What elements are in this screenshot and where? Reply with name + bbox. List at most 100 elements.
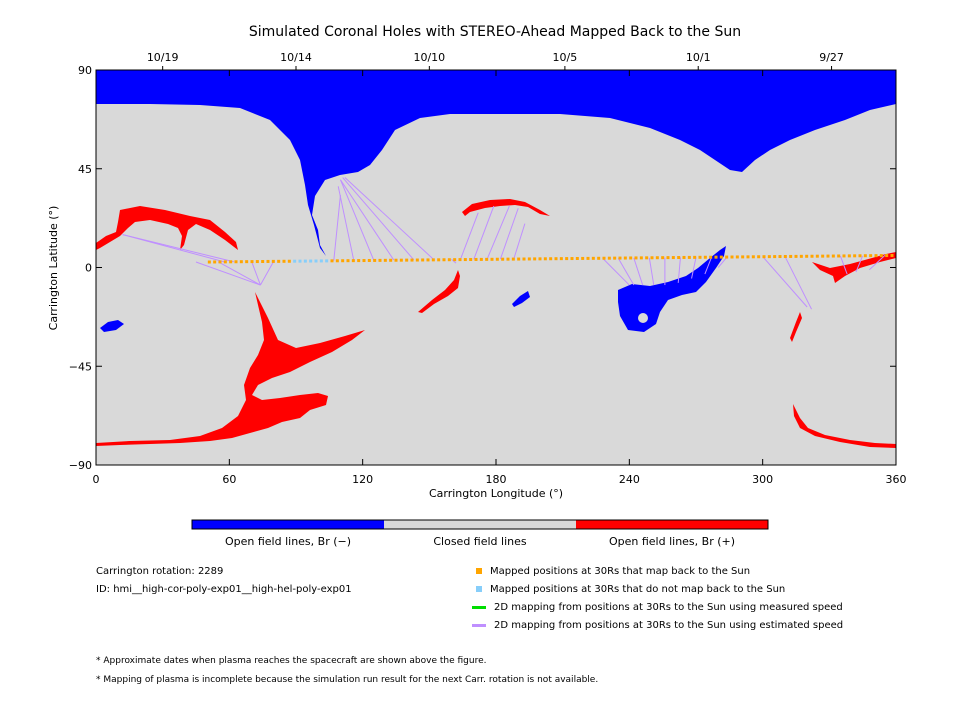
mapped-point <box>570 257 574 261</box>
mapped-point <box>341 259 345 263</box>
closed-island <box>638 313 648 323</box>
mapped-point <box>810 254 814 258</box>
mapped-point <box>255 260 259 264</box>
legend-measured-label: 2D mapping from positions at 30Rs to the… <box>494 602 843 613</box>
mapping-line <box>217 261 261 286</box>
mapped-point <box>730 255 734 259</box>
mapped-point <box>746 255 750 259</box>
mapping-line <box>344 177 435 260</box>
mapped-point <box>250 260 254 264</box>
positive-hole-southeast <box>793 404 896 448</box>
mapping-line <box>633 257 644 286</box>
mapped-point <box>618 256 622 260</box>
x-axis-label: Carrington Longitude (°) <box>429 487 563 500</box>
mapped-point <box>581 256 585 260</box>
mapping-line <box>473 205 495 260</box>
unmapped-swatch <box>476 586 482 592</box>
y-axis: 90 45 0 −45 −90 <box>69 64 896 472</box>
mapped-point <box>863 254 867 258</box>
date-label: 9/27 <box>819 51 844 64</box>
y-axis-label: Carrington Latitude (°) <box>47 206 60 331</box>
mapped-point <box>885 254 889 258</box>
date-axis: 10/19 10/14 10/10 10/5 10/1 9/27 <box>147 51 844 70</box>
mapped-point <box>805 254 809 258</box>
mapped-point <box>362 259 366 263</box>
mapped-point <box>815 254 819 258</box>
mapped-point <box>799 254 803 258</box>
mapping-line <box>839 255 848 275</box>
mapped-point <box>837 254 841 258</box>
colorbar-label-positive: Open field lines, Br (+) <box>609 535 735 548</box>
mapped-point <box>271 259 275 263</box>
mapped-point <box>469 258 473 262</box>
mapped-point <box>682 255 686 259</box>
mapped-point <box>687 255 691 259</box>
mapping-line <box>617 257 635 286</box>
mapped-point <box>511 257 515 261</box>
mapped-point <box>485 257 489 261</box>
mapped-point <box>474 257 478 261</box>
mapped-point <box>751 255 755 259</box>
mapped-point <box>490 257 494 261</box>
mapped-point <box>597 256 601 260</box>
date-label: 10/19 <box>147 51 179 64</box>
mapped-point <box>741 255 745 259</box>
equatorial-negative-hole <box>618 246 726 332</box>
mapped-point <box>287 259 291 263</box>
positive-hole-east-b <box>790 312 802 342</box>
legend-unmapped-label: Mapped positions at 30Rs that do not map… <box>490 584 786 595</box>
mapped-swatch <box>476 568 482 574</box>
mapped-point <box>405 258 409 262</box>
x-tick-label: 180 <box>486 473 507 486</box>
mapped-point <box>437 258 441 262</box>
chart-title: Simulated Coronal Holes with STEREO-Ahea… <box>249 24 741 40</box>
mapped-point <box>277 259 281 263</box>
mapped-point <box>213 260 217 264</box>
colorbar-closed <box>384 520 576 529</box>
mapped-point <box>789 254 793 258</box>
mapped-point <box>533 257 537 261</box>
mapped-point <box>495 257 499 261</box>
mapping-lines <box>122 177 886 310</box>
mapped-point <box>453 258 457 262</box>
legend-estimated-label: 2D mapping from positions at 30Rs to the… <box>494 620 844 631</box>
mapped-point <box>239 260 243 264</box>
x-axis: 0 60 120 180 240 300 360 <box>93 70 907 486</box>
mapped-point <box>463 258 467 262</box>
mapped-point <box>234 260 238 264</box>
colorbar-label-closed: Closed field lines <box>433 535 527 548</box>
legend-estimated: 2D mapping from positions at 30Rs to the… <box>472 620 844 631</box>
mapped-point <box>847 254 851 258</box>
mapped-point <box>831 254 835 258</box>
mapped-point <box>447 258 451 262</box>
mapped-point <box>757 255 761 259</box>
y-tick-label: 45 <box>78 163 92 176</box>
mapped-point <box>517 257 521 261</box>
unmapped-point <box>303 259 307 263</box>
positive-hole-north-center <box>462 199 550 216</box>
legend-measured: 2D mapping from positions at 30Rs to the… <box>472 602 843 613</box>
mapping-line <box>602 257 630 286</box>
mapped-point <box>677 256 681 260</box>
colorbar-positive <box>576 520 768 529</box>
mapping-line <box>333 195 341 261</box>
mapped-point <box>607 256 611 260</box>
mapped-point <box>794 254 798 258</box>
mapped-point <box>591 256 595 260</box>
mapped-point <box>703 255 707 259</box>
mapped-point <box>330 259 334 263</box>
mapped-point <box>773 255 777 259</box>
mapping-line <box>260 260 275 286</box>
mapped-point <box>245 260 249 264</box>
date-label: 10/10 <box>413 51 445 64</box>
mapping-line <box>784 256 813 310</box>
unmapped-point <box>314 259 318 263</box>
mapped-point <box>613 256 617 260</box>
negative-patch-left <box>100 320 124 332</box>
mapping-line <box>717 256 728 268</box>
mapped-point <box>426 258 430 262</box>
mapped-point <box>543 257 547 261</box>
unmapped-point <box>309 259 313 263</box>
mapped-point <box>335 259 339 263</box>
